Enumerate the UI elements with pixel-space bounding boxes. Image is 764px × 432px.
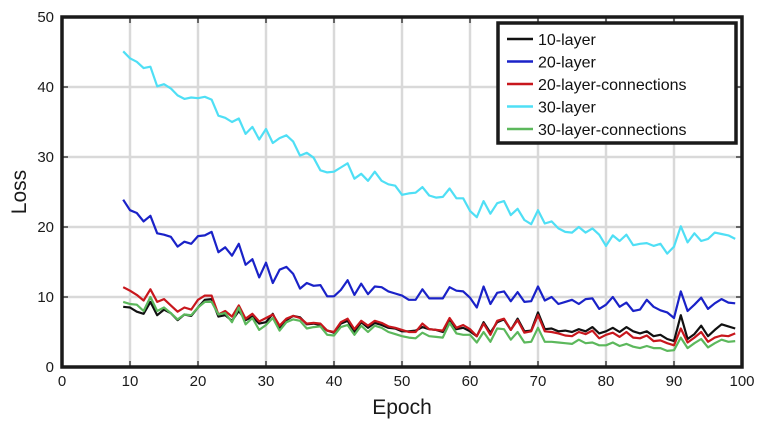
y-tick-label: 20: [37, 219, 54, 236]
x-tick-label: 80: [598, 373, 615, 390]
x-tick-label: 10: [122, 373, 139, 390]
y-axis-label: Loss: [8, 170, 31, 214]
series-line-30-layer-connections: [122, 295, 736, 352]
x-tick-label: 100: [729, 373, 754, 390]
x-tick-labels: 0 10 20 30 40 50 60 70 80 90 100: [58, 373, 755, 390]
y-tick-label: 0: [46, 359, 54, 376]
x-tick-label: 60: [462, 373, 479, 390]
x-tick-label: 0: [58, 373, 66, 390]
series-lines: [122, 50, 736, 352]
legend-label-10-layer: 10-layer: [538, 32, 596, 49]
y-tick-label: 50: [37, 9, 54, 26]
y-tick-labels: 0 10 20 30 40 50: [37, 9, 54, 376]
x-tick-label: 50: [394, 373, 411, 390]
series-line-20-layer: [122, 199, 736, 320]
series-line-30-layer: [122, 50, 736, 255]
x-tick-label: 40: [326, 373, 343, 390]
legend-label-20-layer: 20-layer: [538, 55, 596, 72]
series-line-20-layer-connections: [122, 286, 736, 347]
legend-box: [496, 21, 738, 145]
y-tick-label: 30: [37, 149, 54, 166]
legend: 10-layer 20-layer 20-layer-connections 30-l…: [496, 21, 738, 145]
y-tick-label: 10: [37, 289, 54, 306]
x-tick-label: 30: [258, 373, 275, 390]
legend-label-20-layer-connections: 20-layer-connections: [538, 77, 687, 94]
y-tick-label: 40: [37, 79, 54, 96]
x-tick-label: 70: [530, 373, 547, 390]
x-tick-label: 20: [190, 373, 207, 390]
x-axis-label: Epoch: [372, 396, 432, 419]
axis-ticks: [61, 16, 743, 368]
x-tick-label: 90: [666, 373, 683, 390]
legend-label-30-layer: 30-layer: [538, 100, 596, 117]
legend-label-30-layer-connections: 30-layer-connections: [538, 122, 687, 139]
